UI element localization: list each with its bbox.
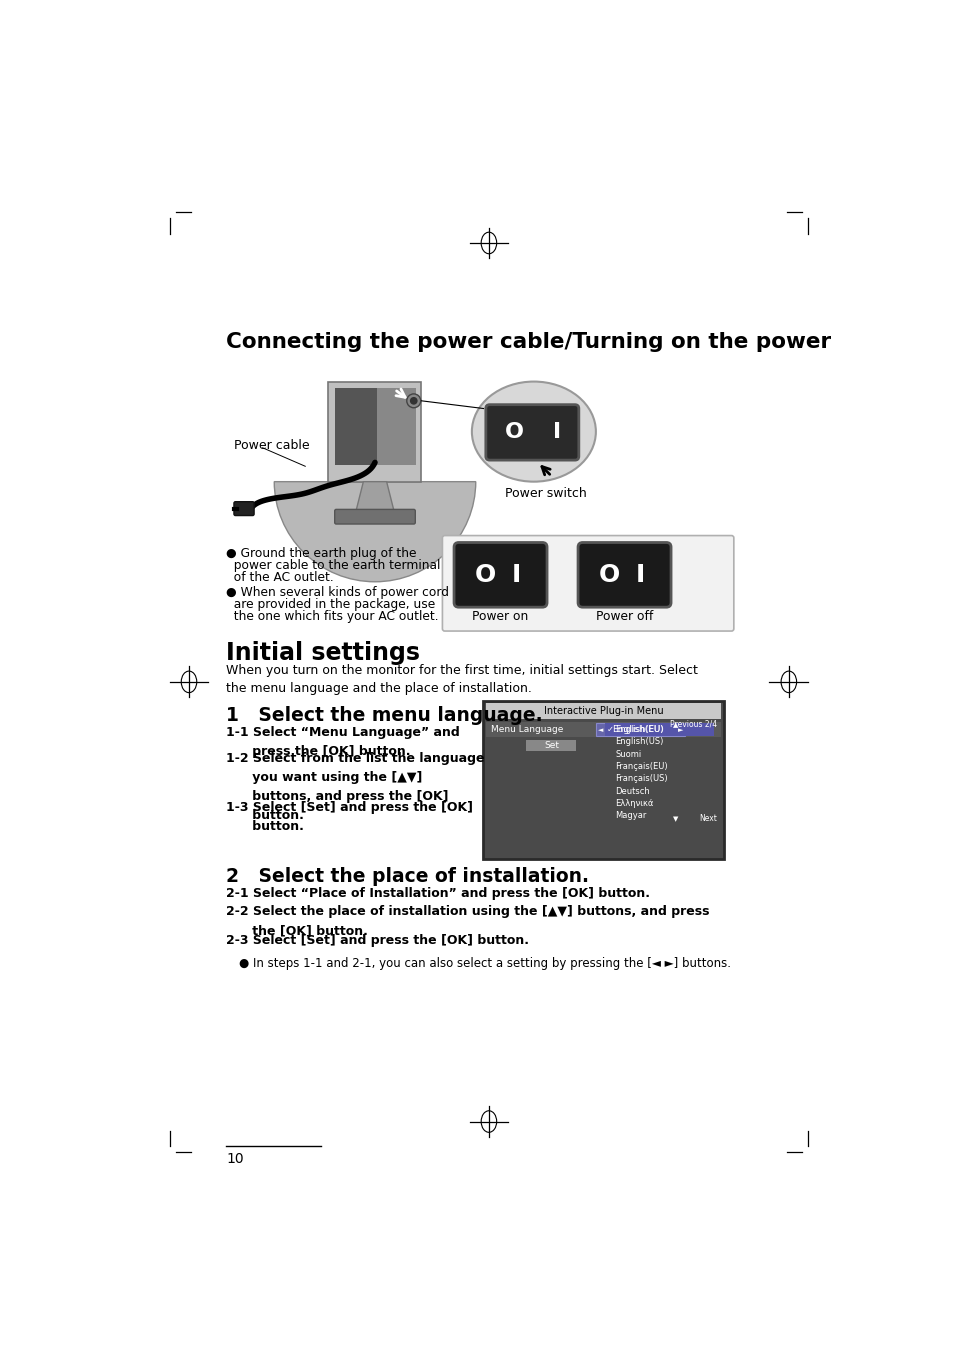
- Text: Power switch: Power switch: [505, 488, 586, 500]
- Wedge shape: [274, 482, 476, 582]
- FancyBboxPatch shape: [485, 405, 578, 461]
- Text: Initial settings: Initial settings: [226, 642, 419, 665]
- Text: English(EU): English(EU): [615, 725, 663, 734]
- FancyBboxPatch shape: [485, 704, 720, 719]
- Text: 2   Select the place of installation.: 2 Select the place of installation.: [226, 867, 589, 886]
- Text: 1-1 Select “Menu Language” and
      press the [OK] button.: 1-1 Select “Menu Language” and press the…: [226, 725, 459, 758]
- FancyBboxPatch shape: [454, 543, 546, 607]
- Text: O: O: [474, 563, 496, 586]
- Text: Connecting the power cable/Turning on the power: Connecting the power cable/Turning on th…: [226, 331, 830, 351]
- Text: 2-3 Select [Set] and press the [OK] button.: 2-3 Select [Set] and press the [OK] butt…: [226, 935, 529, 947]
- FancyBboxPatch shape: [328, 381, 421, 482]
- Text: Français(US): Français(US): [615, 774, 667, 784]
- FancyBboxPatch shape: [335, 509, 415, 524]
- Text: Set: Set: [543, 742, 558, 750]
- FancyBboxPatch shape: [442, 535, 733, 631]
- Text: Next: Next: [699, 815, 717, 823]
- FancyBboxPatch shape: [335, 388, 377, 465]
- Text: ▲: ▲: [673, 721, 678, 728]
- Text: ▼: ▼: [673, 816, 678, 821]
- Text: 1-3 Select [Set] and press the [OK]
      button.: 1-3 Select [Set] and press the [OK] butt…: [226, 801, 473, 834]
- FancyBboxPatch shape: [525, 740, 576, 751]
- Text: I: I: [511, 563, 520, 586]
- Text: ►: ►: [678, 727, 682, 732]
- FancyBboxPatch shape: [483, 701, 723, 859]
- Ellipse shape: [410, 397, 417, 405]
- Text: Deutsch: Deutsch: [615, 786, 649, 796]
- Text: Power off: Power off: [596, 611, 653, 623]
- Text: Interactive Plug-in Menu: Interactive Plug-in Menu: [543, 707, 662, 716]
- FancyBboxPatch shape: [604, 723, 713, 736]
- Ellipse shape: [406, 394, 420, 408]
- Text: power cable to the earth terminal: power cable to the earth terminal: [226, 559, 440, 571]
- Text: of the AC outlet.: of the AC outlet.: [226, 571, 334, 584]
- Text: O: O: [598, 563, 619, 586]
- Text: 10: 10: [226, 1151, 244, 1166]
- Text: ● Ground the earth plug of the: ● Ground the earth plug of the: [226, 547, 416, 561]
- FancyBboxPatch shape: [233, 501, 253, 516]
- Text: ◄: ◄: [598, 727, 603, 732]
- FancyBboxPatch shape: [578, 543, 670, 607]
- Text: 1-2 Select from the list the language
      you want using the [▲▼]
      button: 1-2 Select from the list the language yo…: [226, 753, 484, 821]
- FancyBboxPatch shape: [596, 723, 684, 736]
- Text: English(EU): English(EU): [612, 725, 663, 734]
- Text: Power cable: Power cable: [233, 439, 310, 453]
- Text: English(US): English(US): [615, 738, 663, 747]
- Text: When you turn on the monitor for the first time, initial settings start. Select
: When you turn on the monitor for the fir…: [226, 665, 698, 696]
- Ellipse shape: [472, 381, 596, 482]
- Text: ✓: ✓: [606, 725, 613, 734]
- Text: ● When several kinds of power cord: ● When several kinds of power cord: [226, 586, 449, 598]
- Text: 1   Select the menu language.: 1 Select the menu language.: [226, 705, 542, 724]
- Text: Power on: Power on: [472, 611, 528, 623]
- Polygon shape: [355, 482, 394, 512]
- Text: ● In steps 1-1 and 2-1, you can also select a setting by pressing the [◄ ►] butt: ● In steps 1-1 and 2-1, you can also sel…: [239, 957, 731, 970]
- Text: Menu Language: Menu Language: [491, 725, 563, 734]
- Text: Previous 2/4: Previous 2/4: [670, 720, 717, 728]
- Text: I: I: [635, 563, 644, 586]
- FancyBboxPatch shape: [485, 721, 720, 738]
- Text: Ελληνικά: Ελληνικά: [615, 798, 653, 808]
- Text: Suomi: Suomi: [615, 750, 640, 759]
- Text: the one which fits your AC outlet.: the one which fits your AC outlet.: [226, 609, 438, 623]
- Text: Magyar: Magyar: [615, 812, 646, 820]
- Text: O: O: [504, 423, 523, 442]
- Text: are provided in the package, use: are provided in the package, use: [226, 598, 435, 611]
- FancyBboxPatch shape: [377, 388, 416, 465]
- Text: 2-2 Select the place of installation using the [▲▼] buttons, and press
      the: 2-2 Select the place of installation usi…: [226, 905, 709, 938]
- Text: 2-1 Select “Place of Installation” and press the [OK] button.: 2-1 Select “Place of Installation” and p…: [226, 888, 650, 901]
- Text: I: I: [553, 423, 560, 442]
- Text: Français(EU): Français(EU): [615, 762, 667, 771]
